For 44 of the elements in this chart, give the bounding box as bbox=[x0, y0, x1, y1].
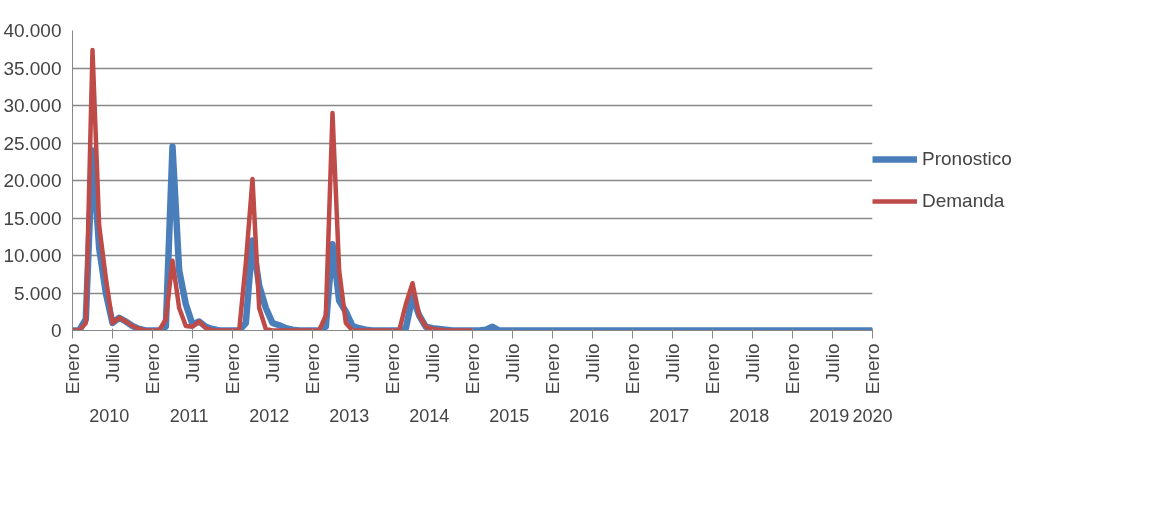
x-tick-label: Enero bbox=[142, 343, 163, 395]
text: 2016 bbox=[569, 405, 610, 426]
x-tick-label: Julio bbox=[182, 343, 203, 383]
text: 2015 bbox=[489, 405, 530, 426]
text: 2014 bbox=[409, 405, 450, 426]
x-tick-label: Julio bbox=[502, 343, 523, 383]
text: 2017 bbox=[649, 405, 690, 426]
legend-label: Demanda bbox=[922, 190, 1005, 212]
text: 2018 bbox=[729, 405, 770, 426]
x-tick-label: Enero bbox=[302, 343, 323, 395]
x-tick-label: Julio bbox=[582, 343, 603, 383]
y-tick-label: 40.000 bbox=[3, 20, 62, 41]
y-tick-label: 0 bbox=[50, 320, 62, 341]
text: 2020 bbox=[852, 405, 893, 426]
text: 2011 bbox=[169, 405, 209, 426]
y-tick-label: 20.000 bbox=[3, 170, 62, 191]
x-tick-label: Enero bbox=[382, 343, 403, 395]
x-tick-label: Enero bbox=[782, 343, 803, 395]
x-tick-label: Enero bbox=[622, 343, 643, 395]
y-tick-label: 35.000 bbox=[3, 57, 62, 79]
x-tick-label: Enero bbox=[222, 343, 243, 395]
x-tick-label: Enero bbox=[542, 343, 563, 395]
text: 2013 bbox=[329, 405, 370, 426]
x-tick-label: Enero bbox=[702, 343, 723, 395]
y-tick-label: 25.000 bbox=[3, 132, 62, 154]
x-tick-label: Enero bbox=[862, 343, 883, 395]
text: 2019 bbox=[809, 405, 850, 426]
x-tick-label: Julio bbox=[262, 343, 283, 383]
x-tick-label: Julio bbox=[662, 343, 683, 383]
text: 2012 bbox=[249, 405, 290, 426]
line-series bbox=[72, 47, 475, 331]
text: 2010 bbox=[89, 405, 130, 426]
x-tick-label: Julio bbox=[102, 343, 123, 383]
y-tick-label: 30.000 bbox=[3, 95, 62, 116]
y-tick-label: 5.000 bbox=[13, 282, 62, 304]
x-tick-label: Julio bbox=[342, 343, 363, 383]
x-tick-label: Julio bbox=[422, 343, 443, 383]
x-tick-label: Julio bbox=[822, 343, 843, 383]
x-tick-label: Enero bbox=[62, 343, 83, 395]
x-tick-label: Julio bbox=[742, 343, 763, 383]
y-tick-label: 15.000 bbox=[3, 207, 62, 229]
x-tick-label: Enero bbox=[462, 343, 483, 395]
y-tick-label: 10.000 bbox=[3, 245, 62, 266]
legend-label: Pronostico bbox=[922, 148, 1012, 170]
